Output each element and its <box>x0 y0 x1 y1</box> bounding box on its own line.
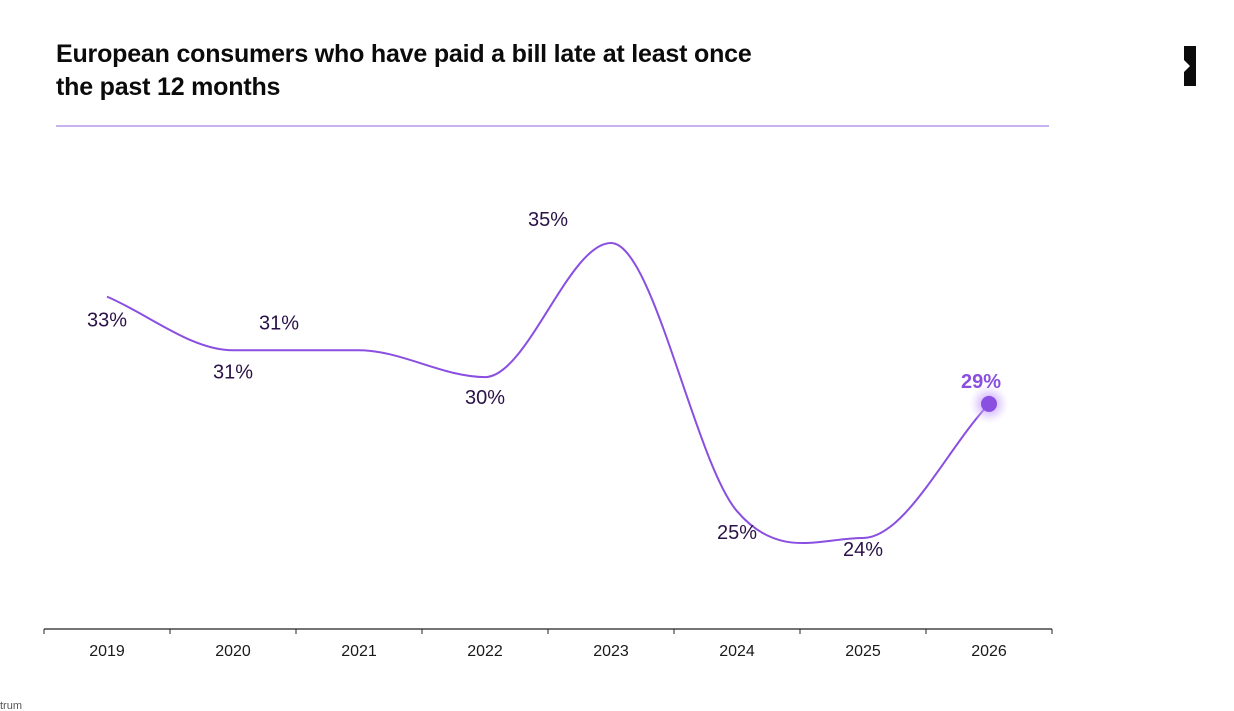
data-label-2026: 29% <box>961 371 1001 393</box>
x-tick-label-2022: 2022 <box>467 643 503 660</box>
page-title: European consumers who have paid a bill … <box>56 40 752 101</box>
x-tick-label-2024: 2024 <box>719 643 755 660</box>
x-tick-label-2020: 2020 <box>215 643 251 660</box>
series-line-layer <box>106 241 1009 545</box>
data-label-2021: 31% <box>259 312 299 334</box>
x-tick-label-2025: 2025 <box>845 643 881 660</box>
source-note: trum <box>0 700 22 711</box>
data-label-2020: 31% <box>213 361 253 383</box>
x-tick-label-2019: 2019 <box>89 643 125 660</box>
highlight-data-point <box>981 395 997 412</box>
data-label-2022: 30% <box>465 387 505 409</box>
x-tick-label-2026: 2026 <box>971 643 1007 660</box>
brand-mark-icon <box>1184 46 1196 86</box>
series-line <box>106 241 990 545</box>
x-tick-label-2023: 2023 <box>593 643 629 660</box>
x-axis: 2019 2020 2021 2022 2023 2024 2025 2026 <box>43 628 1053 660</box>
data-label-2025: 24% <box>843 539 883 561</box>
data-label-layer: 33% 31% 31% 30% 35% 25% 24% 29% <box>87 209 1001 561</box>
x-tick-label-2021: 2021 <box>341 643 377 660</box>
data-label-2023: 35% <box>528 209 568 231</box>
data-label-2024: 25% <box>717 522 757 544</box>
title-divider <box>56 125 1049 127</box>
data-label-2019: 33% <box>87 310 127 332</box>
